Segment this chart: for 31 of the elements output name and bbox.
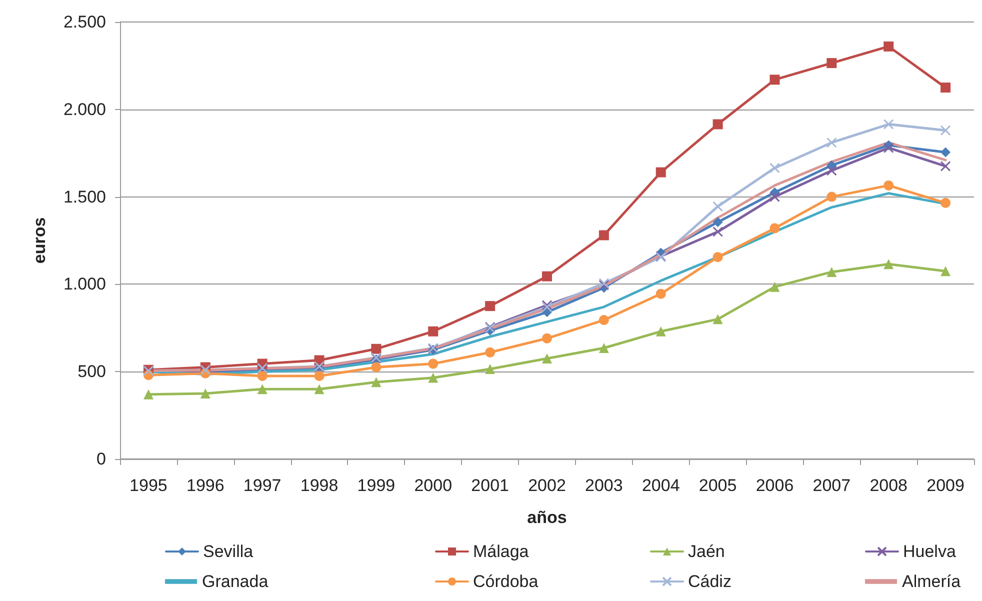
x-tick-label: 1996 (186, 476, 224, 495)
x-tick-label: 1995 (130, 476, 168, 495)
legend-label: Sevilla (203, 542, 254, 561)
y-tick-label: 2.000 (63, 100, 106, 119)
x-tick-label: 1999 (357, 476, 396, 495)
x-tick-label: 2001 (471, 476, 509, 495)
legend-label: Huelva (903, 542, 956, 561)
x-tick-label: 2006 (756, 476, 794, 495)
legend-label: Málaga (473, 542, 530, 561)
y-tick-label: 2.500 (63, 12, 106, 32)
x-tick-label: 2002 (528, 476, 566, 495)
x-tick-label: 2007 (812, 476, 851, 495)
y-axis-title: euros (30, 217, 49, 264)
x-tick-label: 2009 (926, 476, 964, 495)
y-tick-label: 1.000 (63, 274, 106, 294)
x-tick-label: 1997 (243, 476, 282, 495)
x-tick-label: 2000 (414, 476, 452, 495)
x-tick-label: 2003 (585, 476, 623, 495)
x-tick-label: 2004 (642, 476, 680, 495)
legend-label: Cádiz (688, 572, 732, 591)
x-tick-label: 2005 (698, 476, 737, 495)
y-tick-label: 1.500 (63, 187, 106, 206)
x-axis-title: años (527, 508, 567, 527)
legend-label: Jaén (688, 542, 725, 561)
legend-label: Córdoba (473, 572, 539, 591)
y-tick-label: 500 (78, 362, 106, 382)
legend-label: Almería (902, 572, 962, 591)
y-tick-label: 0 (96, 450, 106, 468)
x-tick-label: 1998 (300, 476, 338, 495)
x-tick-label: 2008 (870, 476, 908, 495)
legend-label: Granada (202, 572, 269, 591)
